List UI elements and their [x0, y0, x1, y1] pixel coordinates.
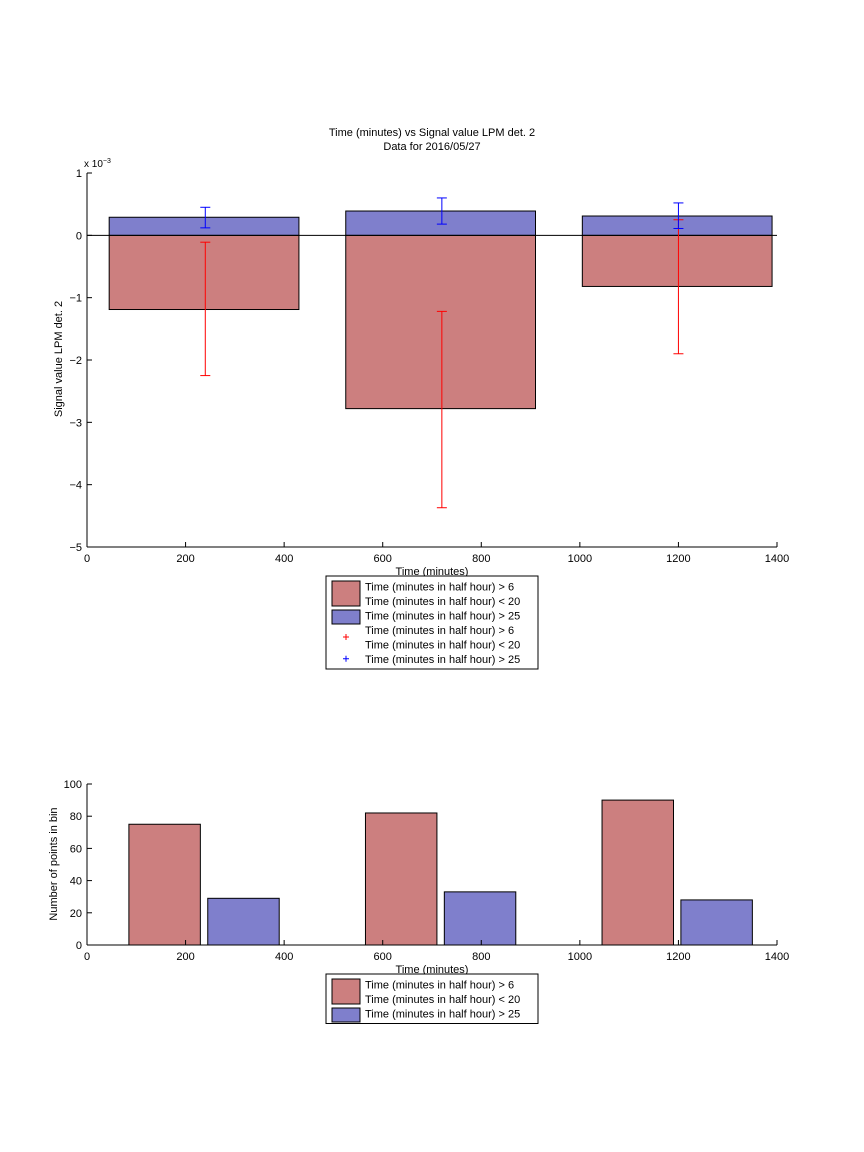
x-tick-label: 1400 — [765, 553, 789, 565]
y-tick-label: −2 — [69, 355, 82, 367]
legend-box — [325, 575, 539, 670]
legend-box — [325, 973, 539, 1024]
bar — [345, 234, 536, 410]
bar — [207, 897, 280, 946]
x-tick-label: 1400 — [765, 951, 789, 963]
legend-entry: Time (minutes in half hour) > 25 — [365, 654, 520, 666]
count-bars — [128, 799, 753, 946]
x-tick-label: 1000 — [568, 553, 592, 565]
y-tick-label: 0 — [76, 940, 82, 952]
bar — [601, 799, 674, 946]
signal-legend: Time (minutes in half hour) > 6 Time (min… — [325, 575, 539, 670]
x-tick-label: 200 — [176, 951, 194, 963]
y-tick-label: 80 — [70, 811, 82, 823]
legend-entry: Time (minutes in half hour) > 6 — [365, 625, 514, 637]
y-tick-label: −1 — [69, 293, 82, 305]
error-bar — [200, 241, 211, 377]
error-bar — [200, 206, 211, 229]
count-axes: 0 200 400 600 800 1000 1200 1400 0 20 40 60 80 100 — [64, 779, 790, 963]
legend-entry: Time (minutes in half hour) < 20 — [365, 640, 520, 652]
legend-entry: Time (minutes in half hour) < 20 — [365, 994, 520, 1006]
legend-swatch — [331, 1007, 361, 1023]
y-tick-label: 40 — [70, 876, 82, 888]
y-tick-label: 60 — [70, 843, 82, 855]
legend-swatch — [331, 978, 361, 1005]
bar — [108, 234, 300, 311]
x-tick-label: 800 — [472, 553, 490, 565]
y-tick-label: −4 — [69, 480, 82, 492]
bar — [128, 823, 201, 946]
y-tick-label: 0 — [76, 230, 82, 242]
legend-entry: Time (minutes in half hour) > 6 — [365, 980, 514, 992]
x-tick-label: 1200 — [666, 553, 690, 565]
x-axis-label: Time (minutes) — [396, 566, 469, 578]
y-tick-label: −5 — [69, 542, 82, 554]
bar — [581, 215, 773, 236]
legend-entry: Time (minutes in half hour) < 20 — [365, 596, 520, 608]
y-exponent-label: x 10−3 — [84, 158, 111, 170]
error-bar — [436, 197, 447, 225]
y-exponent-power: −3 — [103, 158, 111, 165]
legend-entry: Time (minutes in half hour) > 25 — [365, 1009, 520, 1021]
signal-axes: 0 200 400 600 800 1000 1200 1400 −5 −4 −3 −2 −1 0 1 — [69, 168, 789, 565]
count-chart: 0 200 400 600 800 1000 1200 1400 0 20 40 60 80 100 Ti… — [48, 779, 789, 1024]
x-axis-label: Time (minutes) — [396, 964, 469, 976]
signal-chart: Time (minutes) vs Signal value LPM det. … — [53, 127, 789, 670]
x-tick-label: 0 — [84, 951, 90, 963]
x-tick-label: 1000 — [568, 951, 592, 963]
error-bar — [673, 202, 684, 229]
x-tick-label: 800 — [472, 951, 490, 963]
legend-entry: Time (minutes in half hour) > 6 — [365, 582, 514, 594]
signal-bars — [87, 210, 777, 410]
chart-subtitle: Data for 2016/05/27 — [383, 141, 480, 153]
x-tick-label: 600 — [374, 553, 392, 565]
legend-swatch — [331, 609, 361, 625]
y-exponent-base: x 10 — [84, 159, 103, 170]
legend-entry: Time (minutes in half hour) > 25 — [365, 611, 520, 623]
x-tick-label: 400 — [275, 951, 293, 963]
x-tick-label: 200 — [176, 553, 194, 565]
x-tick-label: 1200 — [666, 951, 690, 963]
bar — [364, 812, 438, 946]
bar — [581, 234, 773, 287]
y-tick-label: 1 — [76, 168, 82, 180]
y-tick-label: 20 — [70, 908, 82, 920]
bar — [443, 891, 517, 946]
x-tick-label: 400 — [275, 553, 293, 565]
y-axis-label: Number of points in bin — [48, 807, 60, 920]
x-tick-label: 0 — [84, 553, 90, 565]
bar — [345, 210, 536, 236]
error-bar — [436, 310, 447, 509]
y-tick-label: 100 — [64, 779, 82, 791]
signal-error-bars — [200, 197, 684, 509]
count-legend: Time (minutes in half hour) > 6 Time (min… — [325, 973, 539, 1024]
y-tick-label: −3 — [69, 417, 82, 429]
x-tick-label: 600 — [374, 951, 392, 963]
bar — [108, 216, 300, 236]
chart-title: Time (minutes) vs Signal value LPM det. … — [329, 127, 535, 139]
y-axis-label: Signal value LPM det. 2 — [53, 301, 65, 417]
legend-swatch — [331, 580, 361, 607]
bar — [680, 899, 753, 946]
